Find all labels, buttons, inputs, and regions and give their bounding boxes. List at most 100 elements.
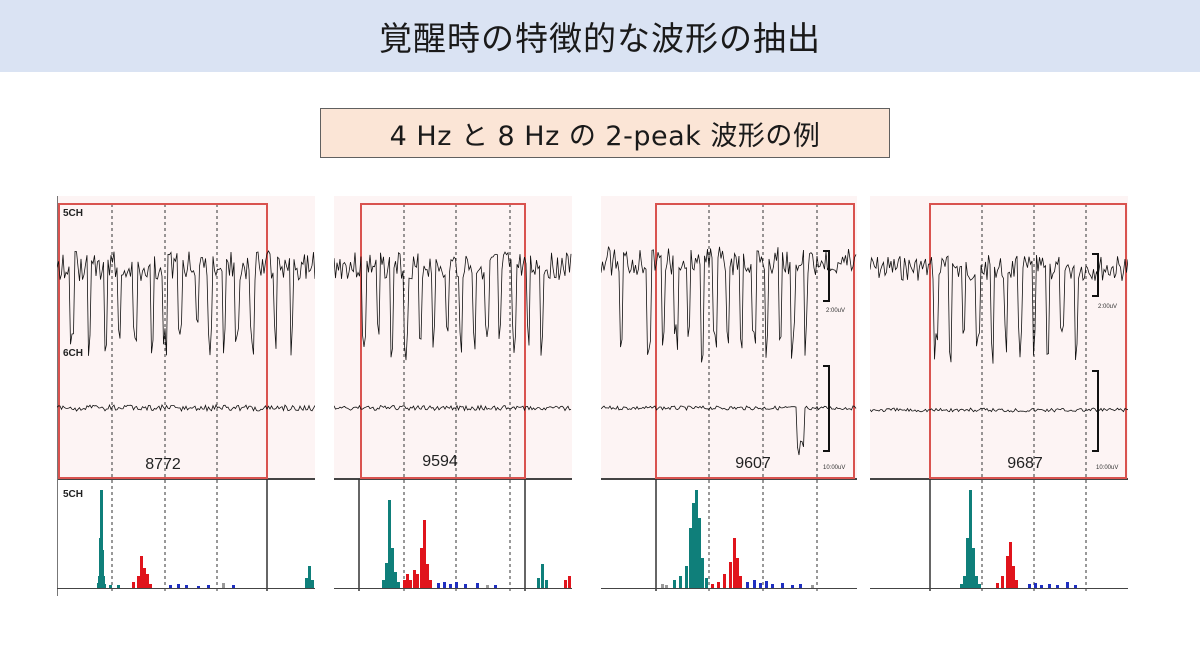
spectrum-bar (143, 568, 146, 588)
spectrum-bar (759, 583, 762, 588)
selection-box[interactable] (58, 203, 268, 479)
eeg-panel-svg: 2:00uV 10:00uV 9607 (601, 196, 857, 596)
spectrum-bar (969, 490, 972, 588)
spectrum-bar (416, 574, 419, 588)
spectrum-bar (665, 585, 668, 588)
subtitle-box: 4 Hz と 8 Hz の 2-peak 波形の例 (320, 108, 890, 158)
spectrum-bar (698, 518, 701, 588)
grid-lines (358, 204, 526, 591)
spectrum-bar (494, 585, 497, 588)
spectrum-bar (185, 585, 188, 588)
spectrum-bar (140, 556, 143, 588)
channel-5-waveform (870, 254, 1128, 364)
spectrum-bar (420, 548, 423, 588)
spectrum-area (57, 479, 315, 596)
spectrum-bar (733, 538, 736, 588)
spectrum-bar (207, 585, 210, 588)
spectrum-bar (476, 583, 479, 588)
spectrum-bar (146, 574, 149, 588)
spectrum-bar (177, 584, 180, 588)
channel-label-spectrum: 5CH (63, 489, 83, 500)
eeg-panel-svg: 2:00uV 10:00uV 9687 (870, 196, 1128, 596)
channel-6-waveform (334, 404, 572, 412)
channel-5-waveform (57, 250, 315, 356)
scale-label-top: 2:00uV (826, 308, 845, 314)
eeg-panel-3: 2:00uV 10:00uV 9607 (601, 196, 857, 596)
spectrum-bar (197, 586, 200, 588)
spectrum-bar (781, 583, 784, 588)
spectrum-bar (673, 580, 676, 588)
spectrum-bar (739, 576, 742, 588)
spectrum-bar (978, 584, 981, 588)
spectrum-bar (685, 566, 688, 588)
spectrum-bar (1040, 585, 1043, 588)
spectrum-bar (149, 584, 152, 588)
spectrum-bar (409, 580, 412, 588)
spectrum-bar (464, 584, 467, 588)
eeg-panel-4: 2:00uV 10:00uV 9687 (870, 196, 1128, 596)
epoch-number: 9687 (1007, 455, 1043, 472)
spectrum-bar (403, 580, 406, 588)
spectrum-bar (423, 520, 426, 588)
spectrum-area (334, 479, 572, 596)
spectrum-bar (109, 585, 112, 588)
spectrum-bar (429, 580, 432, 588)
spectrum-bar (1056, 585, 1059, 588)
eeg-panel-svg: 5CH 6CH 8772 5CH (57, 196, 315, 596)
spectrum-bar (1015, 580, 1018, 588)
grid-lines (929, 204, 1087, 591)
spectrum-bar (568, 576, 571, 588)
spectrum-bar (799, 584, 802, 588)
slide-title: 覚醒時の特徴的な波形の抽出 (379, 19, 821, 58)
spectrum-bar (305, 578, 308, 588)
selection-box[interactable] (655, 203, 855, 479)
selection-box[interactable] (929, 203, 1127, 479)
spectrum-bar (791, 585, 794, 588)
spectrum-bar (385, 563, 388, 588)
spectrum-bar (661, 584, 664, 588)
scale-label-bottom: 10:00uV (823, 465, 845, 471)
spectrum-bar (1012, 566, 1015, 588)
spectrum-bar (132, 582, 135, 588)
spectrum-bar (701, 558, 704, 588)
spectrum-bar (443, 582, 446, 588)
spectrum-bar (1074, 585, 1077, 588)
spectrum-bar (397, 582, 400, 588)
spectrum-bars (870, 490, 1128, 589)
selection-box[interactable] (360, 203, 526, 479)
waveform-area (870, 196, 1128, 479)
spectrum-bar (692, 503, 695, 588)
spectrum-bar (101, 550, 104, 588)
spectrum-bar (413, 570, 416, 588)
spectrum-bar (811, 585, 814, 588)
spectrum-bar (723, 574, 726, 588)
channel-6-waveform (870, 407, 1128, 413)
scale-label-bottom: 10:00uV (1096, 465, 1118, 471)
spectrum-bar (455, 582, 458, 588)
spectrum-bar (103, 584, 106, 588)
spectrum-bar (1048, 584, 1051, 588)
spectrum-bar (437, 583, 440, 588)
spectrum-bar (1066, 582, 1069, 588)
spectrum-bar (746, 582, 749, 588)
scale-bar-bottom: 10:00uV (1092, 370, 1118, 471)
channel-6-waveform (57, 403, 315, 413)
spectrum-bar (1009, 542, 1012, 588)
scale-bar-top: 2:00uV (823, 250, 845, 314)
scale-label-top: 2:00uV (1098, 304, 1117, 310)
spectrum-bar (117, 585, 120, 588)
spectrum-bar (966, 538, 969, 588)
spectrum-bar (975, 576, 978, 588)
spectrum-bar (486, 585, 489, 588)
channel-5-waveform (334, 251, 572, 361)
spectrum-bar (705, 578, 708, 588)
spectrum-bar (996, 583, 999, 588)
spectrum-bars (57, 490, 315, 589)
spectrum-bar (102, 576, 105, 588)
grid-lines (655, 204, 818, 591)
spectrum-bar (449, 584, 452, 588)
title-band: 覚醒時の特徴的な波形の抽出 (0, 0, 1200, 72)
spectrum-bars (601, 490, 857, 589)
waveform-area (57, 196, 315, 479)
spectrum-bar (169, 585, 172, 588)
